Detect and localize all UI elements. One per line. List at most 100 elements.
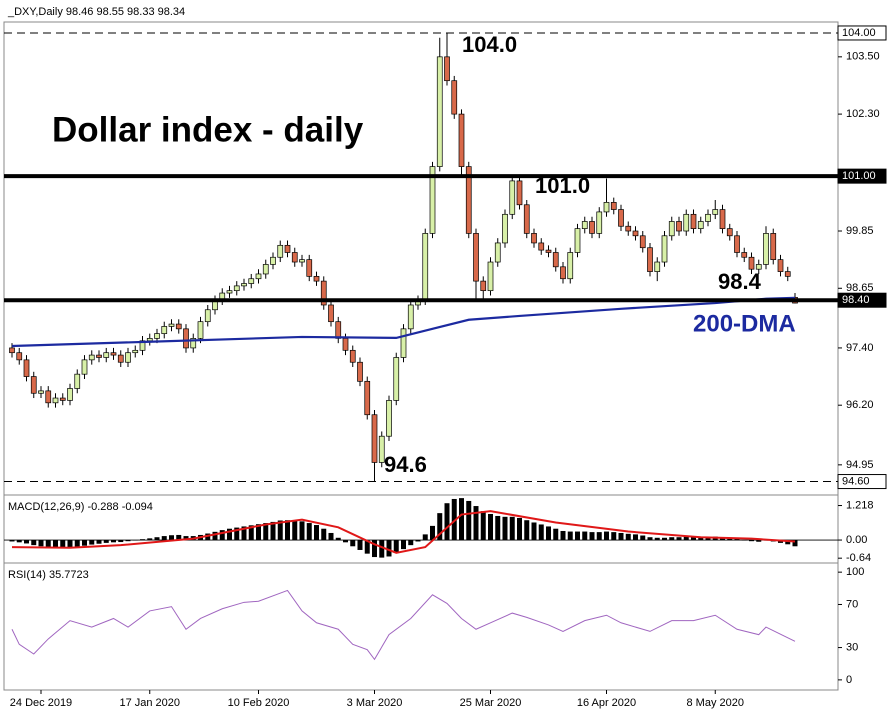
candle-body — [59, 397, 66, 401]
candle-body — [589, 221, 595, 234]
candle-body — [784, 271, 791, 277]
candle-body — [154, 333, 160, 339]
x-tick-label: 3 Mar 2020 — [347, 697, 403, 709]
macd-bar — [9, 540, 15, 542]
candle-body — [574, 228, 581, 253]
macd-bar — [444, 503, 450, 541]
macd-bar — [227, 528, 232, 541]
macd-bar — [662, 537, 667, 541]
macd-bar — [357, 540, 363, 550]
chart-title: _DXY,Daily 98.46 98.55 98.33 98.34 — [7, 6, 185, 18]
candle-body — [161, 326, 168, 334]
candle-body — [313, 275, 320, 282]
macd-bar — [256, 524, 261, 541]
level-label-box — [837, 292, 887, 308]
candle-body — [270, 256, 276, 265]
candle-body — [697, 221, 704, 229]
macd-bar — [633, 534, 638, 541]
macd-bar — [698, 537, 704, 541]
candle-body — [378, 435, 385, 463]
macd-bar — [524, 520, 530, 541]
candle-body — [262, 264, 269, 275]
macd-bar — [792, 540, 798, 547]
candle-body — [552, 252, 559, 268]
candle-body — [661, 235, 668, 263]
macd-bar — [517, 517, 522, 541]
macd-bar — [785, 540, 791, 545]
macd-bar — [183, 536, 189, 541]
macd-bar — [147, 538, 153, 541]
candle-body — [407, 304, 414, 330]
candle-body — [117, 354, 124, 363]
candle-body — [168, 323, 175, 327]
macd-bar — [676, 537, 682, 541]
candle-body — [748, 256, 755, 270]
candle-body — [567, 252, 574, 280]
candle-body — [509, 180, 516, 215]
macd-bar — [560, 530, 566, 541]
macd-bar — [480, 511, 486, 541]
candle-body — [125, 352, 131, 363]
macd-bar — [161, 536, 167, 541]
candle-body — [320, 280, 327, 306]
y-tick-label: 1.218 — [846, 499, 874, 511]
level-label: 101.00 — [842, 170, 876, 182]
candle-body — [110, 352, 117, 356]
candle-body — [719, 209, 726, 229]
macd-bar — [379, 540, 385, 558]
x-tick-label: 24 Dec 2019 — [10, 697, 72, 709]
candle-body — [291, 252, 298, 263]
x-tick-label: 17 Jan 2020 — [119, 697, 180, 709]
macd-bar — [734, 538, 740, 541]
annotation: Dollar index - daily — [52, 110, 364, 149]
candle-body — [248, 278, 255, 284]
candle-body — [175, 323, 182, 330]
candle-body — [444, 56, 450, 82]
macd-bar — [531, 522, 537, 541]
candle-body — [393, 357, 400, 401]
candle-body — [494, 242, 501, 263]
candle-body — [96, 354, 102, 358]
candle-body — [139, 340, 146, 351]
candle-body — [74, 373, 81, 389]
level-label-box — [837, 25, 887, 41]
candle-body — [38, 390, 44, 394]
macd-bar — [350, 540, 356, 547]
macd-bar — [140, 539, 145, 541]
candle-body — [233, 285, 240, 292]
candle-body — [502, 213, 508, 244]
frame — [3, 21, 839, 691]
macd-label: MACD(12,26,9) -0.288 -0.094 — [8, 501, 153, 513]
macd-bar — [219, 530, 225, 541]
candle-body — [458, 113, 465, 167]
candle-body — [451, 80, 458, 115]
y-tick-label: 94.95 — [846, 459, 874, 471]
candle-body — [190, 338, 197, 349]
macd-bar — [103, 540, 109, 543]
macd-bar — [234, 527, 240, 541]
macd-bar — [285, 520, 290, 541]
candle-body — [16, 352, 23, 361]
candle-body — [226, 290, 233, 294]
macd-bar — [212, 531, 218, 541]
candle-body — [487, 261, 494, 292]
candle-body — [516, 180, 523, 206]
macd-bar — [618, 532, 624, 541]
macd-bar — [74, 540, 80, 547]
candle-body — [67, 388, 73, 401]
macd-bar — [270, 521, 276, 541]
y-tick-label: 70 — [846, 598, 858, 610]
annotation: 94.6 — [384, 452, 427, 477]
macd-bar — [691, 537, 696, 541]
macd-bar — [335, 537, 341, 541]
macd-bar — [749, 540, 754, 542]
candle-body — [103, 352, 110, 358]
macd-bar — [538, 524, 544, 541]
candle-body — [342, 338, 349, 351]
macd-bar — [430, 525, 435, 541]
macd-bar — [263, 523, 269, 541]
candle-body — [632, 230, 639, 237]
macd-bar — [451, 498, 457, 541]
candle-body — [335, 321, 342, 339]
